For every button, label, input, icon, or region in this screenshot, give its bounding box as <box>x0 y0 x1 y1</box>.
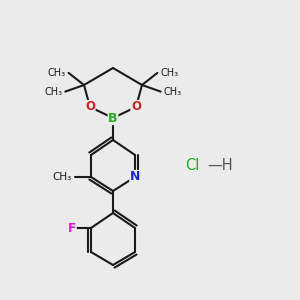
Text: O: O <box>85 100 95 113</box>
Text: CH₃: CH₃ <box>160 68 178 78</box>
Text: Cl: Cl <box>185 158 200 172</box>
Text: N: N <box>130 170 140 184</box>
Text: —H: —H <box>207 158 232 172</box>
Text: CH₃: CH₃ <box>53 172 72 182</box>
Text: F: F <box>68 221 76 235</box>
Text: CH₃: CH₃ <box>164 87 182 97</box>
Text: CH₃: CH₃ <box>47 68 66 78</box>
Text: O: O <box>131 100 141 113</box>
Text: CH₃: CH₃ <box>44 87 62 97</box>
Text: B: B <box>108 112 118 124</box>
